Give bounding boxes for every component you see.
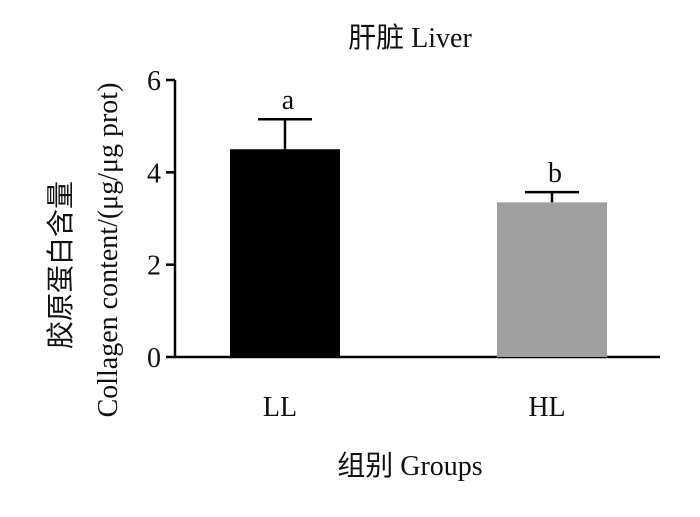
x-tick-label-hl: HL xyxy=(528,392,565,423)
significance-label-ll: a xyxy=(282,85,295,116)
y-tick-label: 0 xyxy=(147,343,161,374)
x-axis-label: 组别 Groups xyxy=(337,450,482,482)
error-bars xyxy=(258,117,579,203)
bars xyxy=(230,149,607,357)
bar-hl xyxy=(497,202,607,357)
significance-label-hl: b xyxy=(548,158,562,189)
y-ticks: 0 2 4 6 xyxy=(147,66,175,374)
y-tick-label: 6 xyxy=(147,66,161,97)
y-tick-label: 4 xyxy=(147,158,161,189)
y-axis-label-english: Collagen content/(μg/μg prot) xyxy=(93,83,124,418)
chart-title: 肝脏 Liver xyxy=(348,22,472,54)
y-tick-label: 2 xyxy=(147,251,161,282)
significance-labels: ab xyxy=(282,85,562,189)
x-tick-label-ll: LL xyxy=(263,392,297,423)
y-axis-label-chinese: 胶原蛋白含量 xyxy=(45,181,77,349)
y-axis-label: 胶原蛋白含量 Collagen content/(μg/μg prot) xyxy=(45,83,124,418)
x-tick-labels: LL HL xyxy=(263,392,566,423)
bar-ll xyxy=(230,149,340,357)
